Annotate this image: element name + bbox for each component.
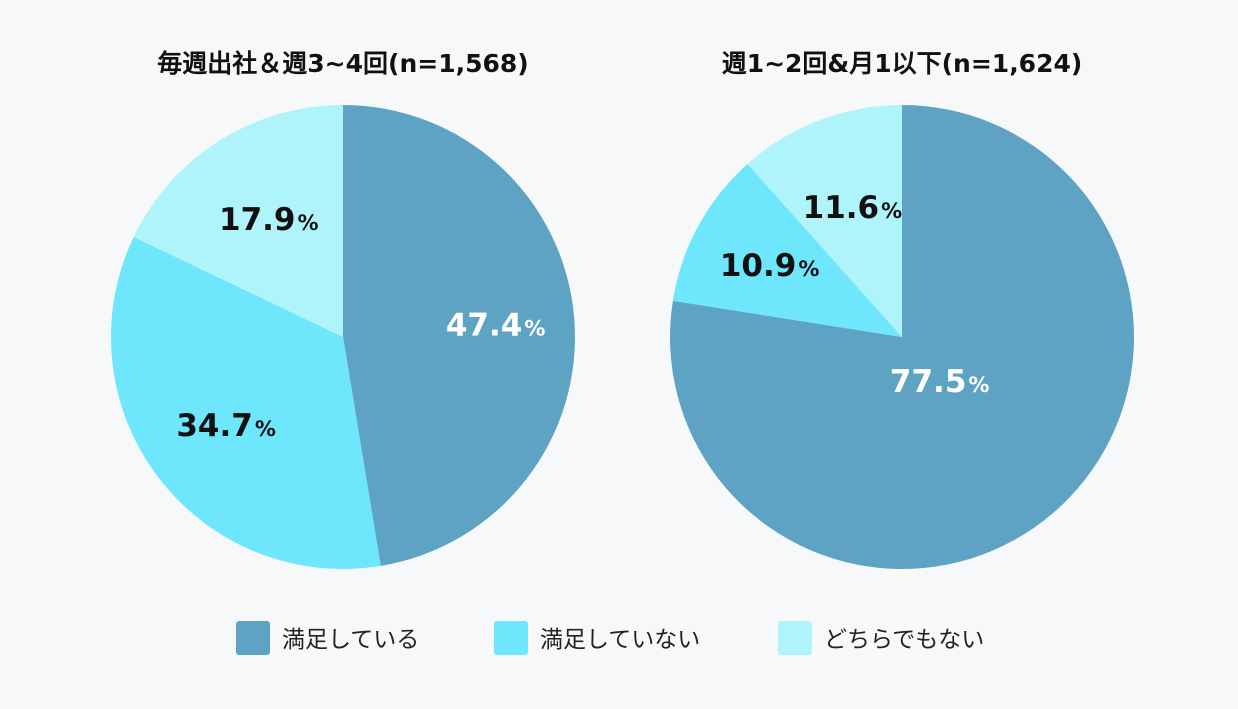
pie-chart-1: 毎週出社＆週3~4回(n=1,568)47.4%34.7%17.9%	[110, 49, 575, 569]
legend-label: 満足していない	[540, 627, 700, 653]
legend-label: どちらでもない	[824, 627, 984, 653]
slice-value: 34.7	[176, 408, 253, 444]
legend-label: 満足している	[282, 627, 419, 653]
slice-value: 47.4	[446, 308, 523, 344]
pie-slice	[133, 105, 343, 337]
legend-swatch	[236, 621, 270, 655]
pie-chart-2: 週1~2回&月1以下(n=1,624)77.5%10.9%11.6%	[670, 49, 1135, 569]
pie-slice	[670, 105, 1135, 569]
legend-swatch	[778, 621, 812, 655]
slice-value-label: 77.5%	[890, 364, 990, 400]
slice-value-label: 47.4%	[446, 308, 546, 344]
slice-unit: %	[255, 417, 276, 441]
pie-slice	[343, 105, 575, 566]
pie-slice	[672, 163, 902, 337]
slice-value-label: 17.9%	[219, 202, 319, 238]
chart-title: 週1~2回&月1以下(n=1,624)	[722, 49, 1083, 78]
pie-slice	[747, 105, 902, 337]
slice-value-label: 34.7%	[176, 408, 276, 444]
slice-value: 77.5	[890, 364, 967, 400]
pie-slice	[110, 236, 381, 569]
slice-unit: %	[524, 317, 545, 341]
legend-item: どちらでもない	[778, 621, 984, 655]
slice-value: 10.9	[720, 248, 797, 284]
slice-value: 11.6	[803, 190, 880, 226]
slice-value-label: 11.6%	[803, 190, 903, 226]
slice-unit: %	[798, 257, 819, 281]
legend-item: 満足している	[236, 621, 419, 655]
slice-unit: %	[298, 211, 319, 235]
legend-item: 満足していない	[494, 621, 700, 655]
slice-unit: %	[968, 373, 989, 397]
slice-unit: %	[881, 199, 902, 223]
slice-value-label: 10.9%	[720, 248, 820, 284]
slice-value: 17.9	[219, 202, 296, 238]
legend-swatch	[494, 621, 528, 655]
chart-title: 毎週出社＆週3~4回(n=1,568)	[157, 49, 528, 78]
